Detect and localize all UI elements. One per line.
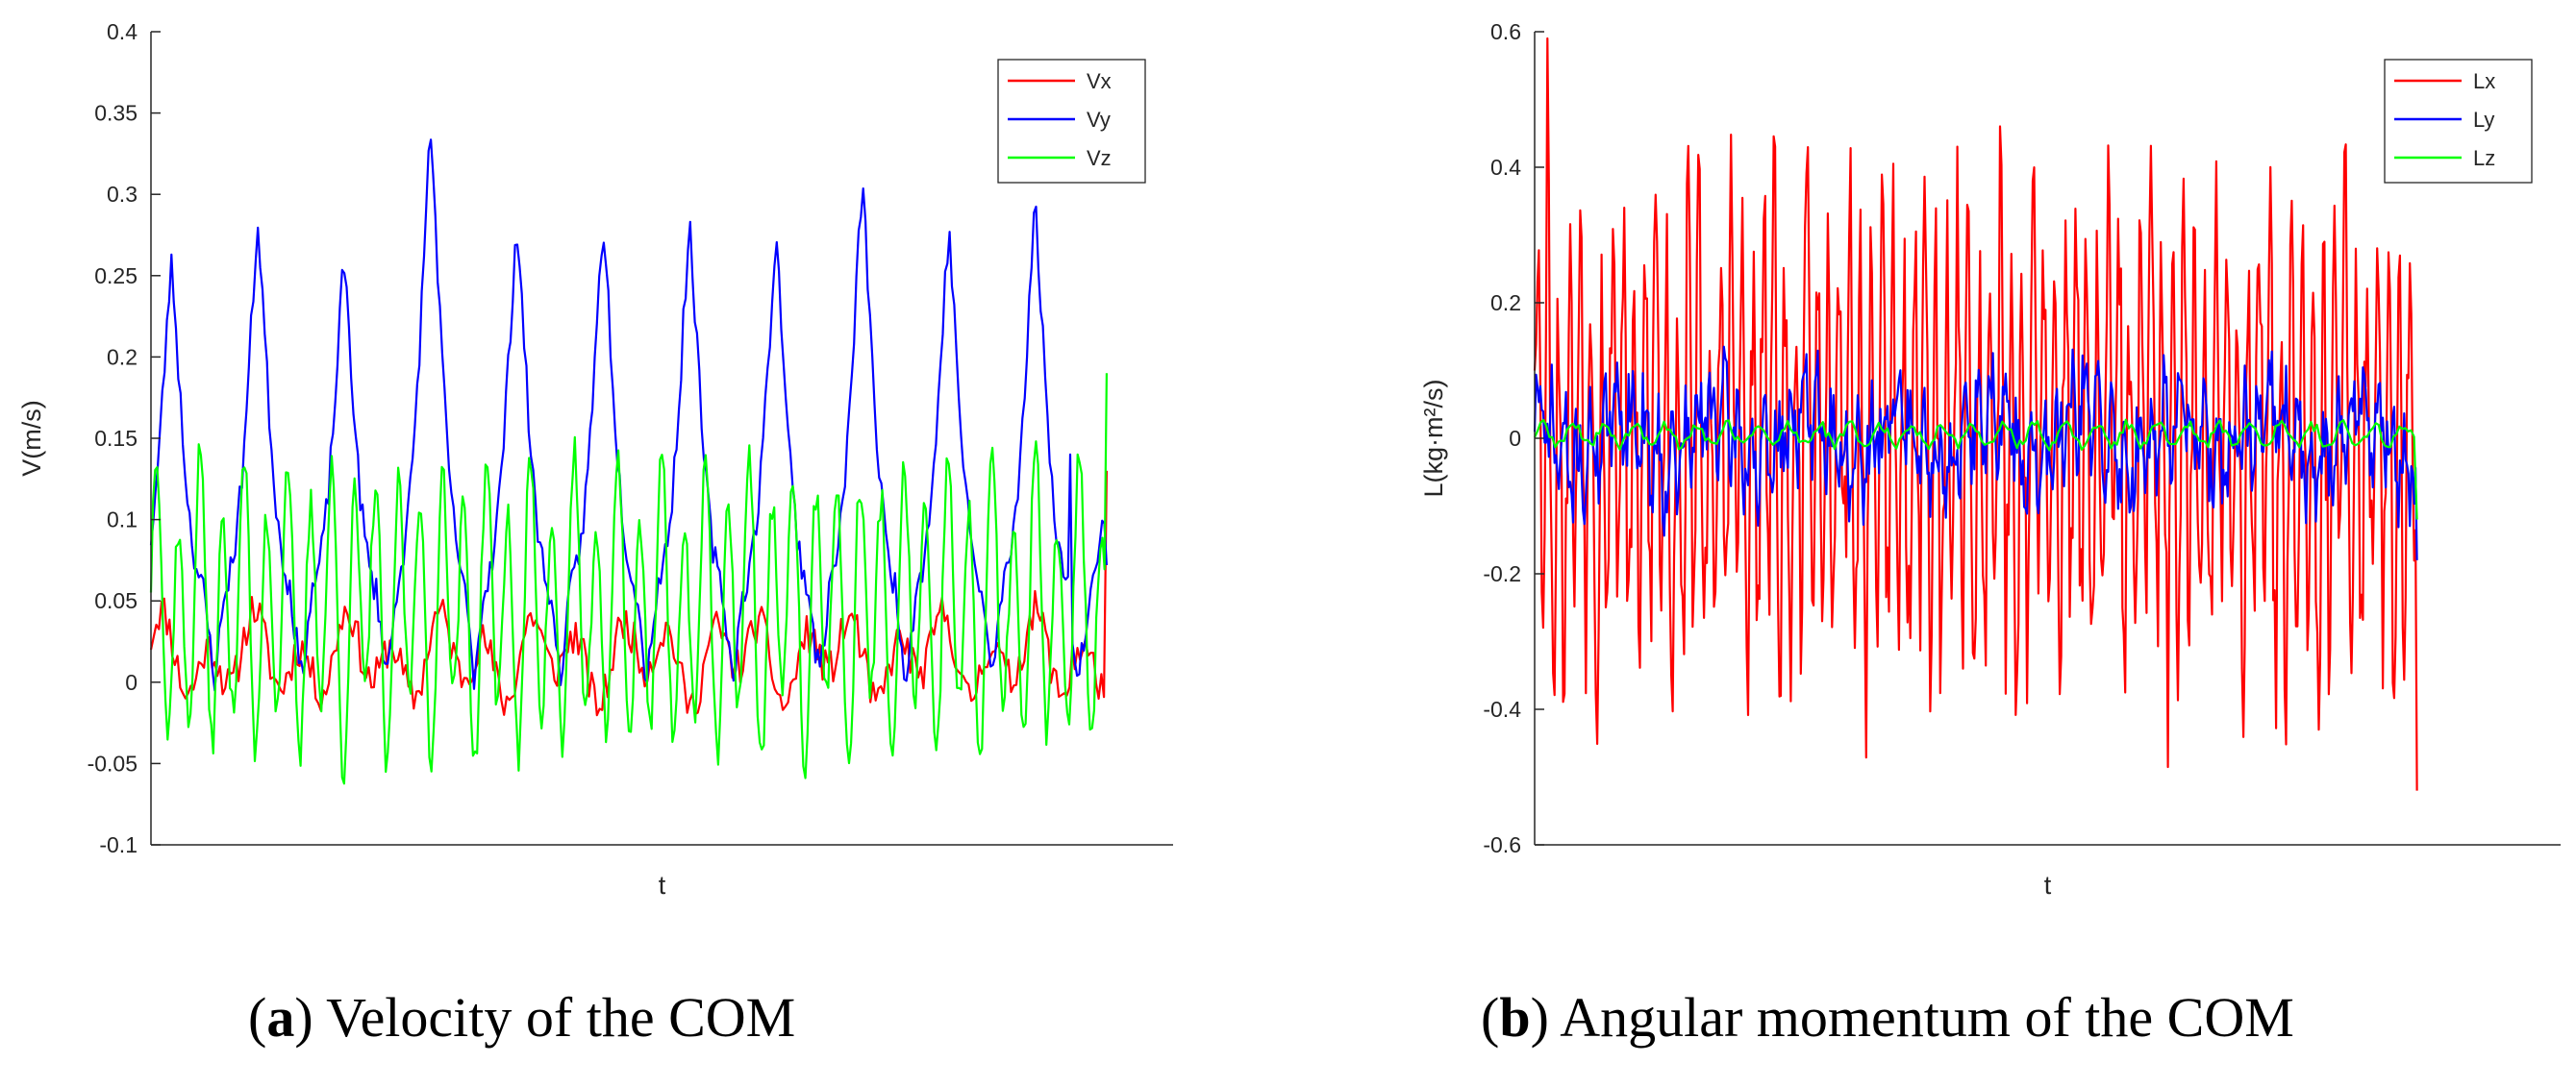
y-axis-label: L(kg·m²/s) (1419, 380, 1448, 498)
y-tick-label: 0.35 (94, 101, 138, 126)
y-tick-label: 0 (125, 670, 138, 695)
caption-b: (b) Angular momentum of the COM (1481, 986, 2294, 1049)
legend-label-vy: Vy (1087, 108, 1111, 132)
legend-label-vx: Vx (1087, 69, 1112, 93)
y-tick-label: 0.3 (107, 182, 138, 207)
y-tick-label: 0.25 (94, 263, 138, 288)
series-line-lz (1533, 418, 2418, 520)
y-tick-label: -0.05 (88, 751, 138, 776)
y-tick-label: 0 (1509, 426, 1521, 451)
y-tick-label: 0.2 (1490, 290, 1521, 315)
legend-label-lz: Lz (2473, 146, 2495, 170)
y-tick-label: -0.2 (1483, 561, 1521, 586)
legend: Lx Ly Lz (2384, 59, 2533, 184)
caption-a-text: Velocity of the COM (326, 986, 796, 1049)
series-line-lx (1533, 37, 2418, 791)
legend: Vx Vy Vz (997, 59, 1146, 184)
caption-a-letter: a (266, 986, 295, 1049)
legend-label-ly: Ly (2473, 108, 2494, 132)
velocity-chart: -0.1 -0.05 0 0.05 0.1 0.15 0.2 0.25 0.3 0.35 0.4 t V… (17, 19, 1173, 900)
y-tick-label: 0.2 (107, 344, 138, 369)
y-tick-label: -0.6 (1483, 832, 1521, 857)
legend-box (997, 59, 1146, 184)
series-line-vz (149, 373, 1108, 785)
y-axis-label: V(m/s) (17, 400, 46, 476)
x-axis-label: t (659, 871, 666, 900)
legend-box (2384, 59, 2533, 184)
caption-b-text: Angular momentum of the COM (1560, 986, 2294, 1049)
y-tick-label: -0.4 (1483, 697, 1521, 722)
legend-label-lx: Lx (2473, 69, 2495, 93)
y-tick-label: -0.1 (99, 832, 138, 857)
caption-a: (a) Velocity of the COM (248, 986, 796, 1049)
series-line-vx (149, 470, 1108, 717)
series-line-vy (149, 138, 1108, 692)
y-tick-label: 0.15 (94, 426, 138, 451)
y-tick-label: 0.4 (107, 19, 138, 44)
angular-momentum-chart: -0.6 -0.4 -0.2 0 0.2 0.4 0.6 t L(kg·m²/s) Lx Ly Lz (1419, 19, 2561, 900)
y-tick-label: 0.05 (94, 588, 138, 613)
y-tick-label: 0.4 (1490, 155, 1521, 180)
caption-b-letter: b (1499, 986, 1531, 1049)
x-axis-label: t (2044, 871, 2052, 900)
y-tick-label: 0.1 (107, 507, 138, 532)
legend-label-vz: Vz (1087, 146, 1112, 170)
series-line-ly (1533, 345, 2418, 560)
y-tick-label: 0.6 (1490, 19, 1521, 44)
